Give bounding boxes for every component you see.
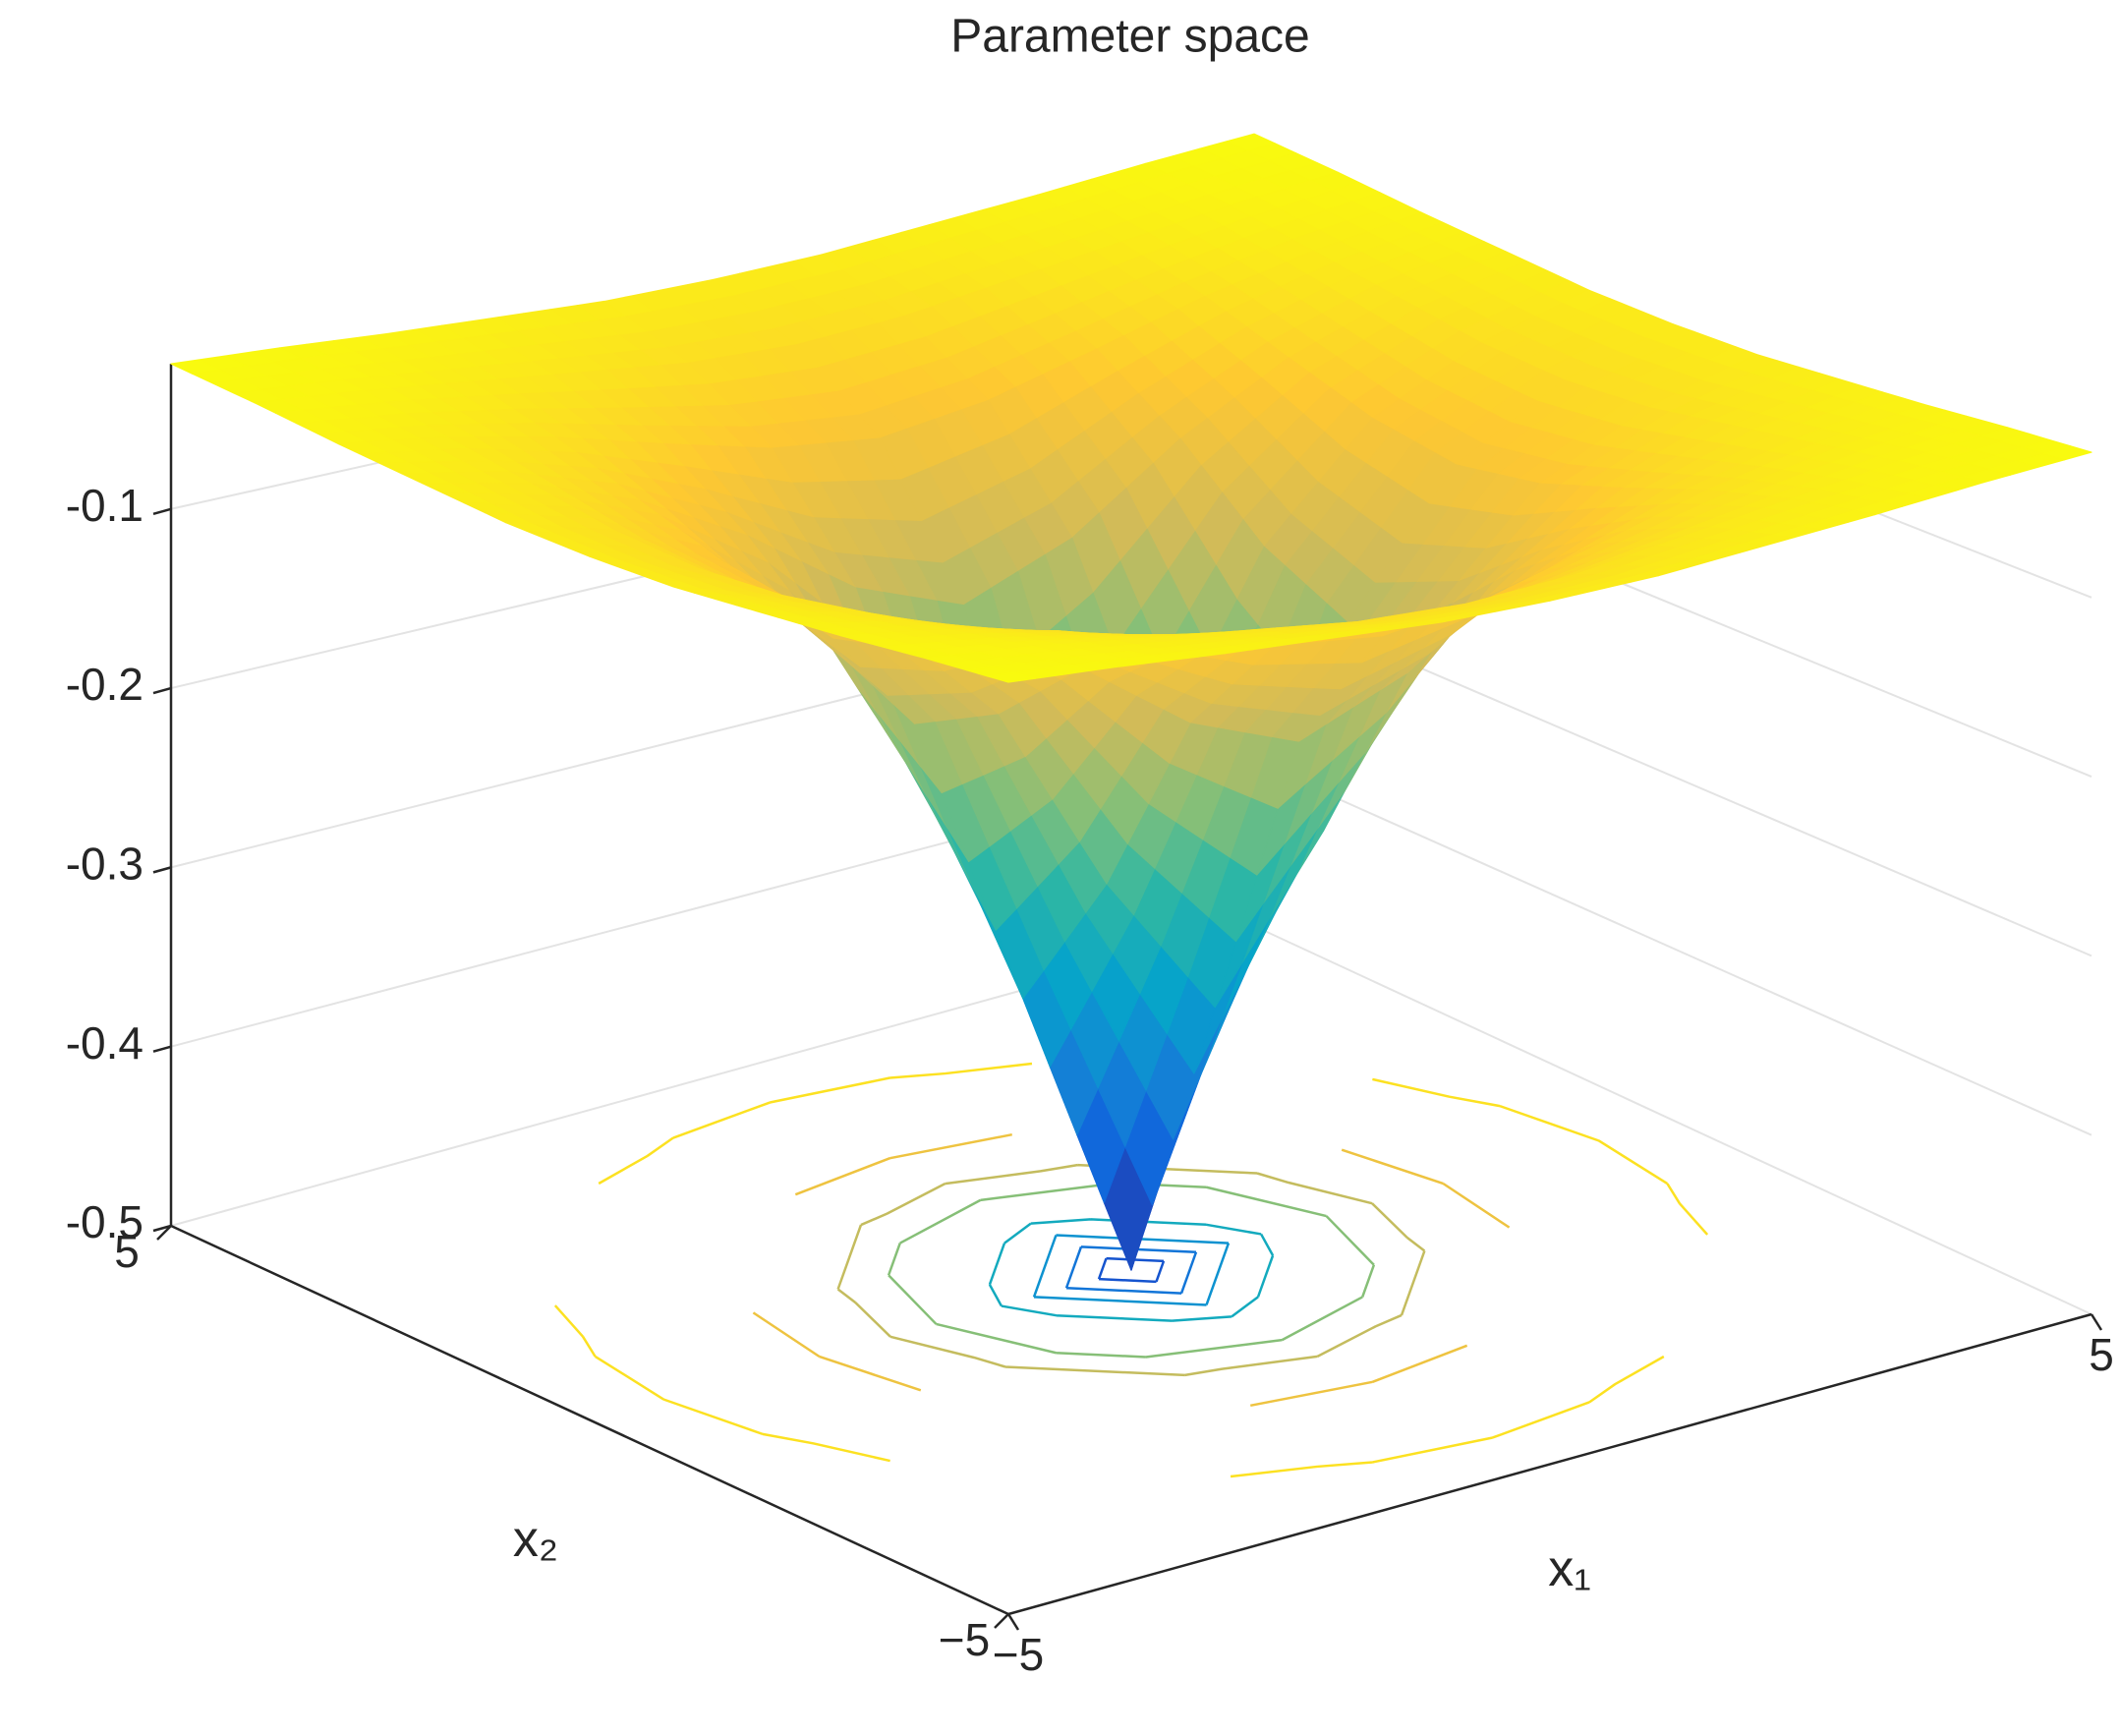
contour-line bbox=[887, 1182, 1376, 1359]
y-tick bbox=[994, 1613, 1009, 1629]
x-tick bbox=[1006, 1613, 1020, 1631]
x-axis-label: x₁ bbox=[1548, 1540, 1591, 1597]
x-tick-label: −5 bbox=[993, 1629, 1044, 1680]
z-tick bbox=[152, 686, 172, 695]
contour-line bbox=[836, 1163, 1426, 1377]
y-tick-label: 5 bbox=[114, 1226, 140, 1277]
y-tick-label: −5 bbox=[939, 1614, 990, 1665]
y-tick bbox=[156, 1225, 172, 1241]
y-axis-label: x₂ bbox=[513, 1511, 558, 1568]
x-axis-line bbox=[1007, 1312, 2092, 1616]
y-axis-line bbox=[170, 1224, 1009, 1616]
z-tick bbox=[152, 1224, 172, 1233]
z-tick-label: -0.3 bbox=[66, 839, 143, 890]
contour-line bbox=[1032, 1234, 1231, 1306]
chart-title: Parameter space bbox=[950, 11, 1310, 63]
contour-line bbox=[988, 1218, 1275, 1322]
z-tick bbox=[152, 1045, 172, 1053]
contour-line bbox=[1064, 1245, 1198, 1295]
z-tick-label: -0.2 bbox=[66, 659, 143, 710]
z-tick bbox=[152, 507, 172, 515]
contour-line bbox=[553, 1062, 1709, 1478]
z-tick bbox=[152, 866, 172, 874]
surface-patch bbox=[987, 671, 1037, 683]
contour-line bbox=[752, 1132, 1511, 1408]
x-tick-label: 5 bbox=[2089, 1329, 2114, 1380]
z-tick-label: -0.1 bbox=[66, 480, 143, 531]
z-tick-label: -0.4 bbox=[66, 1017, 143, 1069]
contour-line bbox=[1097, 1256, 1166, 1284]
x-tick bbox=[2090, 1313, 2103, 1331]
z-tick-label: -0.5 bbox=[66, 1196, 143, 1247]
